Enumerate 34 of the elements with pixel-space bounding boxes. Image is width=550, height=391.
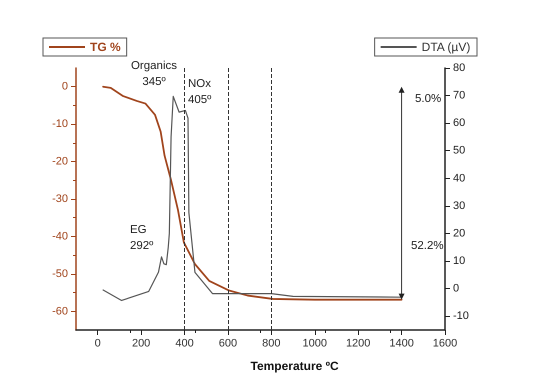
x-tick-label: 1200 — [346, 338, 370, 350]
annotation: Organics 345º — [130, 60, 178, 88]
x-tick-label: 1600 — [432, 338, 458, 350]
annotation: NOx 405º — [188, 78, 212, 106]
x-tick-label: 600 — [218, 338, 238, 350]
y-tick-label: 0 — [62, 80, 68, 93]
legend-label: DTA (µV) — [422, 40, 470, 54]
x-tick-label: 400 — [175, 338, 194, 350]
x-tick-label: 0 — [94, 338, 101, 350]
x-tick-label: 1000 — [302, 338, 328, 350]
y2-tick-label: 70 — [453, 90, 466, 102]
y2-tick-label: -10 — [453, 310, 469, 322]
x-tick-label: 200 — [132, 338, 150, 350]
y-tick-label: -10 — [52, 118, 68, 130]
annotation: 52.2% — [411, 240, 444, 252]
y-tick-label: -50 — [52, 268, 68, 280]
y-tick-label: -40 — [52, 230, 68, 242]
annotation: EG 292º — [130, 224, 154, 252]
y-tick-label: -30 — [52, 193, 68, 205]
x-tick-label: 1400 — [389, 338, 414, 350]
y2-tick-label: 40 — [453, 172, 466, 184]
y2-tick-label: 50 — [453, 144, 466, 157]
y2-tick-label: 30 — [453, 200, 466, 212]
y-tick-label: -60 — [52, 305, 68, 318]
annotation: 5.0% — [415, 93, 442, 105]
x-tick-label: 800 — [262, 338, 281, 350]
y2-tick-label: 60 — [453, 117, 466, 130]
y2-tick-label: 0 — [453, 282, 460, 295]
y2-tick-label: 80 — [453, 62, 466, 74]
x-axis-title: Temperature ºC — [250, 359, 340, 373]
y2-tick-label: 20 — [453, 227, 466, 240]
y2-tick-label: 10 — [453, 255, 466, 268]
y-tick-label: -20 — [52, 156, 68, 168]
legend-label: TG % — [90, 40, 121, 54]
